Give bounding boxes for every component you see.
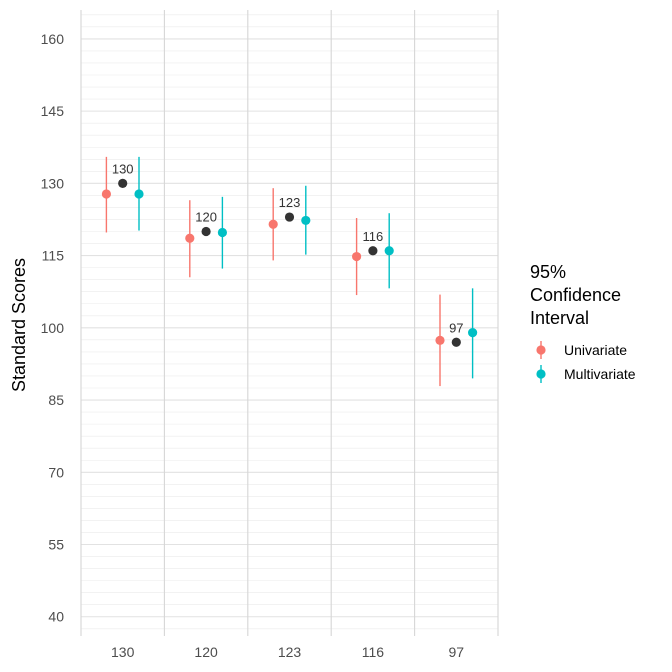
legend-title-line: 95% — [530, 262, 566, 282]
observed-point — [201, 226, 211, 237]
observed-point — [368, 246, 378, 256]
observed-point — [284, 212, 295, 222]
univariate-point — [101, 189, 111, 199]
univariate-point — [352, 251, 362, 262]
x-tick-label: 123 — [278, 644, 302, 660]
univariate-point — [435, 335, 445, 345]
y-tick-label: 130 — [41, 175, 65, 191]
x-tick-label: 116 — [362, 644, 385, 660]
y-axis-tick-labels: 40 55 70 85 100 115 130 145 160 — [41, 31, 65, 625]
y-tick-label: 115 — [42, 248, 65, 264]
x-tick-label: 130 — [111, 644, 135, 660]
y-tick-label: 160 — [41, 31, 65, 47]
data-marks: 130 120 123 116 97 — [101, 156, 478, 387]
x-axis-tick-labels: 130 120 123 116 97 — [111, 644, 464, 660]
legend: 95% Confidence Interval Univariate Multivari… — [530, 262, 636, 383]
legend-label: Univariate — [564, 342, 627, 358]
observed-data-label: 123 — [279, 195, 301, 210]
y-axis-title: Standard Scores — [9, 258, 29, 392]
grid — [80, 10, 499, 636]
x-tick-label: 120 — [194, 644, 218, 660]
multivariate-point — [134, 189, 144, 199]
legend-title-line: Confidence — [530, 285, 621, 305]
legend-key-point — [536, 345, 546, 355]
univariate-point — [185, 233, 195, 243]
legend-title-line: Interval — [530, 308, 589, 328]
multivariate-point — [217, 227, 227, 238]
y-tick-label: 70 — [48, 464, 64, 480]
y-tick-label: 145 — [41, 103, 65, 119]
legend-label: Multivariate — [564, 366, 636, 382]
multivariate-point — [468, 328, 478, 338]
multivariate-point — [301, 215, 311, 226]
y-tick-label: 55 — [48, 537, 64, 553]
legend-key-point — [536, 369, 546, 379]
observed-point — [118, 178, 128, 188]
x-tick-label: 97 — [449, 644, 465, 660]
observed-data-label: 116 — [363, 229, 384, 244]
observed-data-label: 130 — [112, 161, 134, 176]
y-tick-label: 85 — [48, 392, 64, 408]
observed-data-label: 120 — [195, 210, 217, 225]
y-tick-label: 40 — [48, 609, 64, 625]
observed-data-label: 97 — [449, 320, 463, 335]
univariate-point — [268, 219, 278, 229]
y-tick-label: 100 — [41, 320, 65, 336]
multivariate-point — [384, 246, 394, 256]
observed-point — [451, 337, 461, 347]
